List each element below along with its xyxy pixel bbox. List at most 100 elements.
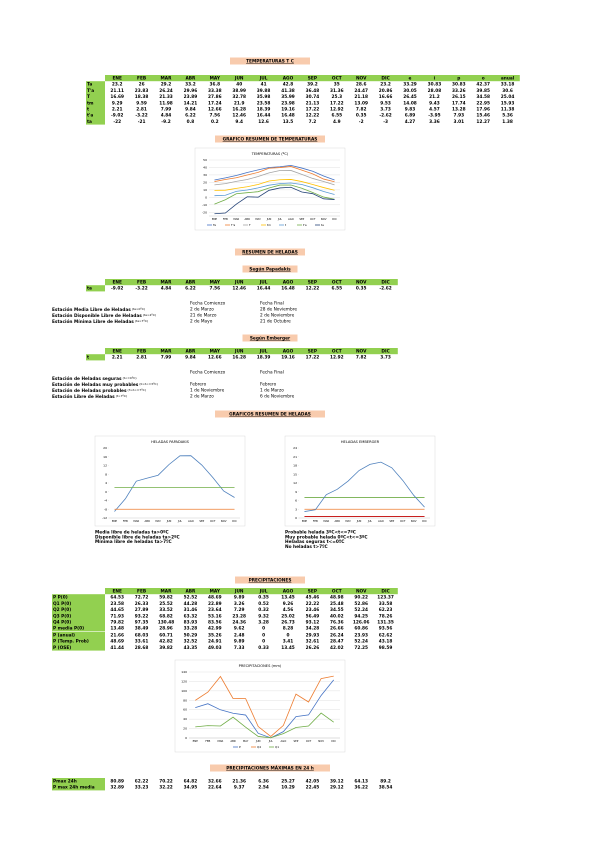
y-tick-label: 21 (293, 455, 297, 459)
period-label: Estación Mínima Libre de Heladas(ta>7ºC) (52, 318, 148, 325)
cell: 71.93 (110, 613, 124, 619)
label-column (86, 285, 105, 292)
cell: 32.78 (232, 94, 246, 100)
cell: 13.45 (281, 595, 295, 601)
label-column (52, 632, 105, 651)
cell: 13.28 (452, 107, 466, 113)
cell: 5.36 (502, 113, 513, 119)
cell: 11.98 (159, 100, 173, 106)
cell: 12.46 (232, 286, 246, 292)
cell: 17.22 (306, 107, 320, 113)
cell: 29.93 (306, 633, 320, 639)
cell: 62.22 (135, 779, 149, 785)
column-header: FEB (137, 76, 146, 82)
cell: 49.03 (208, 645, 222, 651)
cell: 28.47 (330, 639, 344, 645)
cell: 11.38 (501, 107, 515, 113)
y-tick-label: 30 (203, 173, 207, 177)
cell: 25.04 (501, 94, 515, 100)
cell: 25.48 (330, 601, 344, 607)
cell: 16.69 (110, 94, 124, 100)
cell: 42.82 (159, 639, 173, 645)
column-header: SEP (308, 76, 317, 82)
cell: -3.95 (428, 113, 440, 119)
x-tick-label: MAR (233, 217, 239, 221)
cell: 60.71 (159, 633, 173, 639)
series-line (214, 186, 335, 215)
cell: 24.47 (354, 88, 368, 94)
x-tick-label: MAY (255, 217, 261, 221)
y-tick-label: 0 (205, 195, 207, 199)
column-header: MAR (161, 280, 173, 286)
column-header: NOV (356, 280, 367, 286)
cell: 0.8 (187, 119, 195, 125)
cell: 39.85 (476, 88, 490, 94)
heading-bar (230, 57, 310, 65)
cell: 39.2 (307, 82, 318, 88)
cell: 42.05 (306, 779, 320, 785)
x-tick-label: FEB (223, 217, 228, 221)
heading: Según Papadakis (249, 266, 291, 273)
period-name: Estación de Heladas seguras (52, 375, 122, 382)
cell: 7.29 (234, 607, 245, 613)
cell: 2.81 (136, 355, 147, 361)
cell: 68.03 (135, 633, 149, 639)
heading: PRECIPITACIONES (249, 578, 292, 584)
row-label: ta (87, 119, 92, 125)
cell: -9.02 (111, 286, 123, 292)
cell: 68.82 (159, 613, 173, 619)
x-tick-label: OCT (310, 217, 316, 221)
cell: 2.54 (258, 785, 269, 791)
header-row (105, 588, 398, 595)
cell: 30.6 (502, 88, 513, 94)
cell: 33.52 (159, 607, 173, 613)
cell: 3.73 (380, 107, 391, 113)
column-header: ENE (112, 349, 122, 355)
cell: 9.89 (234, 639, 245, 645)
period-name: Estación Media Libre de Heladas (52, 306, 131, 313)
cell: 44.65 (110, 607, 124, 613)
period-name: Estación de Heladas muy probables (52, 381, 139, 388)
cell: 9.4 (235, 119, 243, 125)
cell: -2.62 (379, 113, 391, 119)
cell: 15.46 (476, 113, 490, 119)
legend-label: T'a (230, 223, 235, 227)
period-start: 2 de Marzo (190, 307, 214, 313)
cell: 18.38 (135, 94, 149, 100)
column-header: AGO (283, 589, 294, 595)
y-tick-label: -8 (104, 507, 107, 511)
cell: 123.37 (377, 595, 394, 601)
column-header: MAY (210, 76, 221, 82)
cell: 0.35 (258, 595, 269, 601)
column-header: NOV (356, 349, 367, 355)
cell: 33.26 (452, 88, 466, 94)
period-note: (3<t<=7ºC) (128, 388, 146, 392)
cell: 16.48 (281, 286, 295, 292)
period-label: Estación de Heladas muy probables(0<t<=3… (52, 381, 158, 388)
cell: 23.2 (112, 82, 123, 88)
x-tick-label: DIC (331, 739, 336, 743)
legend-label: Q4 (257, 745, 261, 749)
cell: 2.81 (136, 107, 147, 113)
row-label: T (87, 94, 90, 100)
column-header: anual (501, 76, 515, 82)
cell: 80.89 (110, 779, 124, 785)
cell: 14.21 (184, 100, 198, 106)
x-tick-label: JUN (255, 739, 261, 743)
y-tick-label: 60 (183, 708, 187, 712)
chart-title: HELADAS PAPADAKIS (151, 440, 189, 444)
cell: 33.29 (403, 82, 417, 88)
column-header: FEB (137, 349, 146, 355)
cell: 42.02 (330, 645, 344, 651)
cell: 52.24 (354, 607, 368, 613)
cell: 59.82 (159, 595, 173, 601)
x-tick-label: NOV (411, 519, 417, 523)
cell: 7.93 (453, 113, 464, 119)
cell: 34.28 (306, 626, 320, 632)
cell: 6.36 (258, 779, 269, 785)
x-tick-label: AGO (188, 519, 194, 523)
row-label: t (87, 355, 89, 361)
cell: 23.46 (306, 607, 320, 613)
cell: 35.98 (257, 94, 271, 100)
series-line (214, 179, 335, 191)
